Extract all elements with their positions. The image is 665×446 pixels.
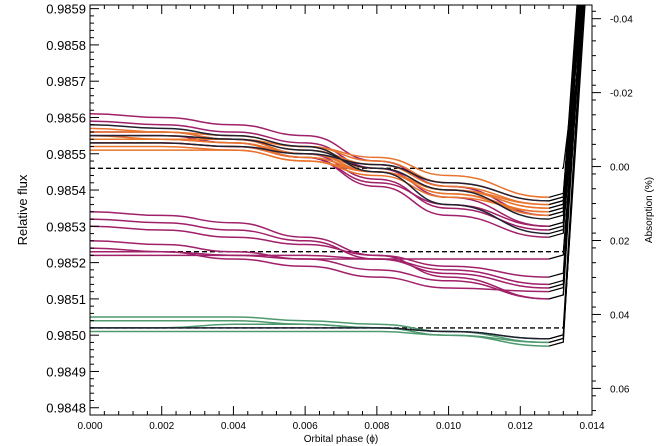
y-tick-label: 0.9848 bbox=[46, 401, 86, 416]
series-line-orange bbox=[90, 142, 550, 213]
x-tick-label: 0.000 bbox=[77, 421, 102, 432]
y2-tick-label: -0.02 bbox=[610, 89, 633, 100]
series-line-purple bbox=[89, 247, 550, 293]
series-line-green bbox=[90, 330, 550, 344]
y2-tick-label: 0.04 bbox=[610, 310, 630, 321]
ingress-line bbox=[548, 4, 582, 227]
y2-tick-label: 0.00 bbox=[610, 163, 630, 174]
y-tick-label: 0.9851 bbox=[46, 292, 86, 307]
ingress-line bbox=[548, 4, 586, 340]
x-tick-label: 0.010 bbox=[436, 421, 461, 432]
y-tick-label: 0.9853 bbox=[46, 219, 86, 234]
series-line-purple bbox=[89, 225, 550, 278]
y-tick-label: 0.9852 bbox=[46, 256, 86, 271]
ingress-line bbox=[548, 4, 585, 343]
y2-tick-label: 0.06 bbox=[610, 384, 630, 395]
y-tick-label: 0.9858 bbox=[46, 38, 86, 53]
series-line-purple bbox=[89, 254, 550, 286]
plot-frame bbox=[89, 4, 593, 416]
series-line-black bbox=[90, 134, 550, 220]
y-tick-label: 0.9850 bbox=[46, 328, 86, 343]
y-axis-left: 0.9848 0.9849 0.9850 0.9851 0.9852 0.9853 0.98… bbox=[46, 2, 99, 416]
y2-axis-title: Absorption (%) bbox=[644, 177, 655, 243]
series-line-purple bbox=[90, 250, 549, 260]
y-tick-label: 0.9859 bbox=[46, 2, 86, 17]
y-axis-title: Relative flux bbox=[15, 174, 30, 245]
x-tick-label: 0.008 bbox=[364, 421, 389, 432]
series-line-black bbox=[90, 142, 550, 202]
ingress-line bbox=[562, 4, 584, 169]
y-tick-label: 0.9856 bbox=[46, 110, 86, 125]
y2-tick-label: 0.02 bbox=[610, 237, 630, 248]
ingress-line bbox=[562, 4, 584, 252]
series-line-purple bbox=[89, 218, 550, 289]
series-line-purple bbox=[89, 240, 550, 300]
y-tick-label: 0.9855 bbox=[46, 147, 86, 162]
y2-tick-label: -0.04 bbox=[610, 15, 633, 26]
x-axis-title: Orbital phase (ϕ) bbox=[304, 434, 379, 445]
x-tick-label: 0.002 bbox=[149, 421, 174, 432]
series-line-purple bbox=[89, 211, 550, 300]
y-axis-right: 0.06 0.04 0.02 0.00 -0.02 -0.04 bbox=[592, 10, 633, 412]
x-tick-label: 0.014 bbox=[579, 421, 604, 432]
series-layer bbox=[89, 113, 550, 347]
x-tick-label: 0.012 bbox=[508, 421, 533, 432]
y-tick-label: 0.9854 bbox=[46, 183, 86, 198]
y-tick-label: 0.9857 bbox=[46, 74, 86, 89]
x-axis: 0.000 0.002 0.004 0.006 0.008 0.010 0.012 0.014 bbox=[77, 5, 605, 432]
ingress-layer bbox=[548, 4, 586, 347]
series-line-black bbox=[90, 327, 550, 340]
x-tick-label: 0.006 bbox=[293, 421, 318, 432]
y-tick-label: 0.9849 bbox=[46, 364, 86, 379]
series-line-black bbox=[89, 123, 550, 235]
ingress-line bbox=[562, 4, 584, 328]
reference-lines bbox=[90, 167, 564, 329]
x-tick-label: 0.004 bbox=[221, 421, 246, 432]
